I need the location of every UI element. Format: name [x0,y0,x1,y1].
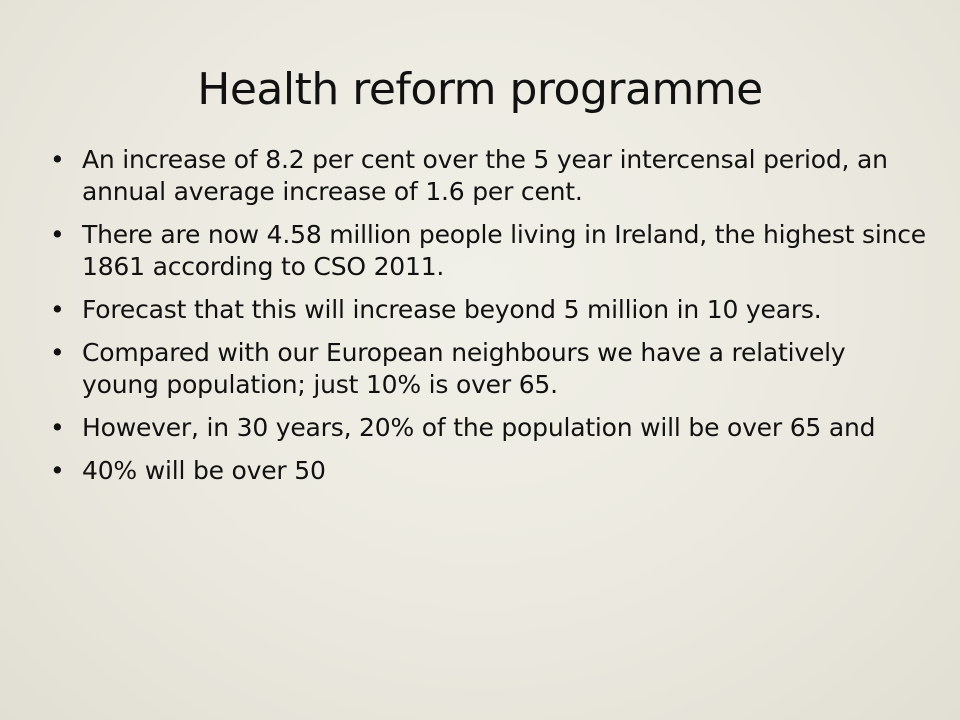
bullet-text: Compared with our European neighbours we… [82,338,846,399]
bullet-item: • Compared with our European neighbours … [48,337,928,401]
bullet-text: An increase of 8.2 per cent over the 5 y… [82,145,888,206]
bullet-text: 40% will be over 50 [82,456,326,485]
bullet-item: • However, in 30 years, 20% of the popul… [48,412,928,444]
bullet-dot-icon: • [50,338,65,367]
bullet-dot-icon: • [50,456,65,485]
slide-title: Health reform programme [197,64,763,115]
bullet-dot-icon: • [50,145,65,174]
bullet-item: • Forecast that this will increase beyon… [48,294,928,326]
bullet-text: Forecast that this will increase beyond … [82,295,822,324]
bullet-dot-icon: • [50,413,65,442]
bullet-text: There are now 4.58 million people living… [82,220,926,281]
bullet-list: • An increase of 8.2 per cent over the 5… [48,144,928,498]
bullet-text: However, in 30 years, 20% of the populat… [82,413,876,442]
bullet-dot-icon: • [50,295,65,324]
bullet-item: • An increase of 8.2 per cent over the 5… [48,144,928,208]
bullet-dot-icon: • [50,220,65,249]
bullet-item: • There are now 4.58 million people livi… [48,219,928,283]
bullet-item: • 40% will be over 50 [48,455,928,487]
